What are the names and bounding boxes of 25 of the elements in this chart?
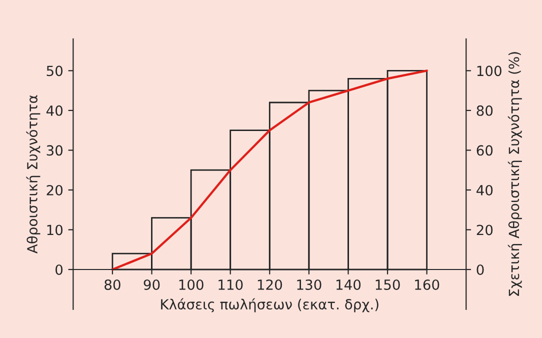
line-series <box>111 70 428 271</box>
x-tick-label: 130 <box>297 279 322 290</box>
x-tick-label: 100 <box>179 279 204 290</box>
y-tick-label: 10 <box>47 224 63 236</box>
y2-tick-label: 20 <box>476 224 493 236</box>
y2-axis-title: Σχετική Αθροιστική Συχνότητα (%) <box>508 52 522 296</box>
y2-tick-label: 40 <box>476 184 493 196</box>
x-tick-label: 80 <box>104 279 120 290</box>
y-tick-label: 40 <box>46 105 63 116</box>
y-tick-label: 20 <box>46 184 63 196</box>
y2-tick-label: 60 <box>476 145 493 156</box>
y2-tick-label: 80 <box>476 105 493 116</box>
y2-tick-label: 100 <box>477 66 502 76</box>
x-tick-label: 150 <box>376 279 400 290</box>
y-tick-label: 50 <box>46 66 63 76</box>
x-tick-label: 120 <box>258 279 282 290</box>
y-axis-title: Αθροιστική Συχνότητα <box>26 95 40 254</box>
x-tick-label: 110 <box>218 279 243 290</box>
y2-tick-label: 0 <box>476 264 484 275</box>
x-tick-label: 90 <box>144 279 160 290</box>
y-tick-label: 0 <box>56 264 63 275</box>
x-axis-title: Κλάσεις πωλήσεων (εκατ. δρχ.) <box>161 298 378 312</box>
y-tick-label: 30 <box>46 145 63 156</box>
x-tick-label: 160 <box>415 279 440 290</box>
x-tick-label: 140 <box>336 279 361 290</box>
